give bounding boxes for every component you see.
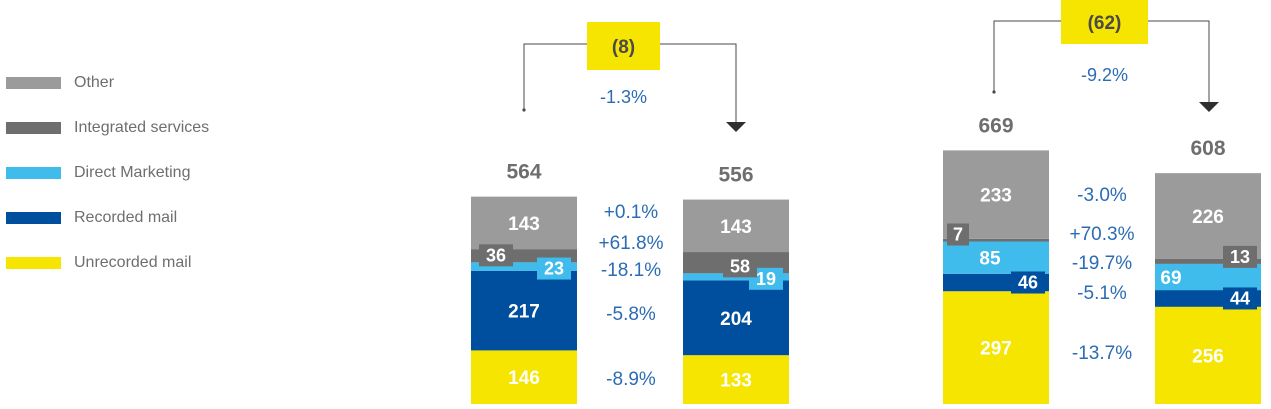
segment-value-label: 133 <box>720 371 752 392</box>
segment-change-label: -8.9% <box>606 369 656 390</box>
legend-item-recorded-mail: Recorded mail <box>6 195 209 240</box>
bar-segment-direct <box>1155 263 1261 291</box>
segment-value-label: 46 <box>1018 273 1038 293</box>
segment-change-label: -13.7% <box>1072 343 1132 364</box>
bar-segment-unrecorded <box>471 350 577 404</box>
legend-swatch <box>6 256 61 269</box>
legend-swatch <box>6 76 61 89</box>
segment-value-label: 44 <box>1230 288 1250 308</box>
bracket-start-dot <box>992 90 996 94</box>
bracket-arrow-icon <box>726 122 746 132</box>
bar-segment-unrecorded <box>683 355 789 404</box>
bar-total-label: 669 <box>978 114 1013 137</box>
legend-label: Unrecorded mail <box>74 253 192 271</box>
overall-change-label: -1.3% <box>600 87 647 107</box>
bar-segment-recorded <box>683 280 789 356</box>
segment-value-label: 58 <box>730 256 750 276</box>
change-badge-label: (62) <box>1088 13 1122 34</box>
segment-label-box <box>479 244 513 267</box>
segment-change-label: -5.1% <box>1077 283 1127 304</box>
bar-segment-direct <box>471 262 577 271</box>
segment-change-label: -5.8% <box>606 304 656 325</box>
legend-label: Recorded mail <box>74 208 178 226</box>
segment-change-label: +61.8% <box>599 233 664 254</box>
segment-value-label: 217 <box>508 302 540 323</box>
legend-label: Other <box>74 73 115 91</box>
legend: Other Integrated services Direct Marketi… <box>6 60 209 285</box>
bar-segment-integrated <box>1155 258 1261 264</box>
segment-value-label: 19 <box>756 269 776 289</box>
legend-item-other: Other <box>6 60 209 105</box>
bar-segment-direct <box>943 241 1049 274</box>
segment-value-label: 85 <box>979 249 1001 270</box>
bar-segment-unrecorded <box>1155 306 1261 404</box>
bar-total-label: 608 <box>1190 137 1225 160</box>
segment-value-label: 226 <box>1192 207 1224 228</box>
legend-label: Integrated services <box>74 118 210 136</box>
change-badge-box <box>587 22 660 70</box>
segment-value-label: 204 <box>720 309 752 330</box>
bracket-arrow-icon <box>1199 102 1219 112</box>
bar-segment-unrecorded <box>943 291 1049 404</box>
segment-change-label: +0.1% <box>604 202 659 223</box>
segment-value-label: 143 <box>720 217 752 238</box>
segment-value-label: 23 <box>544 259 564 279</box>
bar-segment-other <box>683 199 789 253</box>
legend-swatch <box>6 211 61 224</box>
segment-value-label: 69 <box>1160 268 1181 289</box>
segment-label-box <box>749 267 783 290</box>
segment-label-box <box>1223 245 1257 268</box>
legend-item-integrated-services: Integrated services <box>6 105 209 150</box>
segment-change-label: +70.3% <box>1070 224 1135 245</box>
segment-value-label: 13 <box>1230 247 1250 267</box>
change-badge-box <box>1061 0 1148 44</box>
bar-total-label: 556 <box>718 164 753 187</box>
segment-value-label: 143 <box>508 214 540 235</box>
segment-value-label: 36 <box>486 245 506 265</box>
segment-value-label: 233 <box>980 186 1012 207</box>
bar-segment-integrated <box>943 238 1049 242</box>
segment-change-label: -18.1% <box>601 260 661 281</box>
segment-change-label: -3.0% <box>1077 185 1127 206</box>
legend-swatch <box>6 166 61 179</box>
bar-segment-recorded <box>471 270 577 351</box>
segment-value-label: 7 <box>953 225 963 245</box>
bar-segment-other <box>1155 173 1261 259</box>
bar-total-label: 564 <box>506 161 541 184</box>
segment-label-box <box>537 257 571 280</box>
overall-change-label: -9.2% <box>1081 65 1128 85</box>
segment-value-label: 297 <box>980 339 1012 360</box>
segment-value-label: 256 <box>1192 346 1224 367</box>
segment-value-label: 146 <box>508 368 540 389</box>
change-badge-label: (8) <box>612 37 635 58</box>
legend-item-direct-marketing: Direct Marketing <box>6 150 209 195</box>
segment-change-label: -19.7% <box>1072 253 1132 274</box>
legend-label: Direct Marketing <box>74 163 191 181</box>
segment-label-box <box>947 223 969 246</box>
segment-label-box <box>1223 287 1257 310</box>
segment-label-box <box>723 255 757 278</box>
legend-swatch <box>6 121 61 134</box>
bracket-start-dot <box>522 108 526 112</box>
bar-segment-other <box>471 196 577 250</box>
legend-item-unrecorded-mail: Unrecorded mail <box>6 240 209 285</box>
segment-label-box <box>1011 271 1045 294</box>
